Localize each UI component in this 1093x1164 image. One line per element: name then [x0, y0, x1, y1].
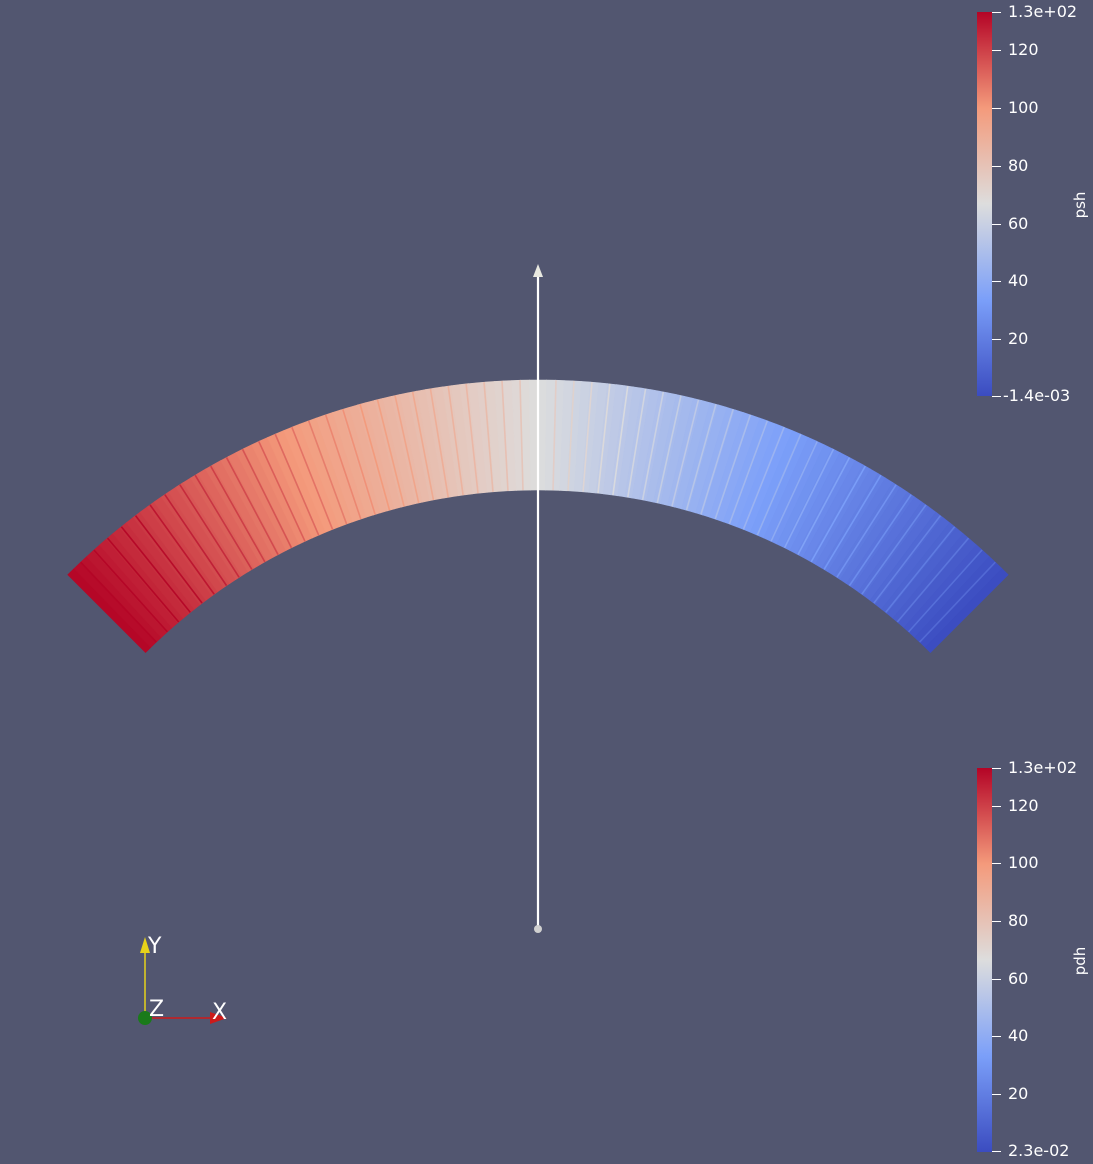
contour-line: [742, 426, 785, 530]
contour-line: [908, 549, 983, 633]
line-widget[interactable]: [533, 264, 543, 933]
contour-line: [626, 388, 647, 498]
arc-cell: [924, 568, 1009, 653]
contour-line: [728, 420, 769, 525]
contour-line: [770, 441, 818, 542]
arc-cell: [528, 379, 539, 491]
contour-line: [394, 395, 420, 504]
x-axis-label: X: [212, 1000, 228, 1025]
contour-line: [810, 465, 866, 563]
contour-line: [823, 474, 882, 570]
contour-line: [376, 399, 405, 507]
contour-line: [567, 380, 575, 491]
z-axis-dot: [138, 1011, 152, 1025]
contour-line: [149, 504, 215, 595]
contour-line: [848, 494, 912, 587]
contour-line: [685, 404, 717, 511]
contour-line: [861, 504, 927, 595]
contour-line: [120, 526, 191, 613]
contour-line: [258, 441, 306, 542]
y-axis-label: Y: [148, 934, 162, 959]
contour-line: [612, 385, 629, 496]
contour-line: [519, 380, 524, 491]
contour-line: [552, 380, 557, 491]
contour-line: [656, 395, 682, 504]
contour-line: [582, 382, 593, 492]
contour-line: [783, 448, 835, 549]
contour-line: [597, 383, 611, 494]
contour-line: [919, 561, 996, 643]
colorbar-psh-bar: [977, 12, 992, 396]
line-widget-arrowhead[interactable]: [533, 264, 543, 277]
contour-line: [700, 409, 734, 515]
contour-line: [359, 404, 391, 511]
contour-line: [714, 414, 752, 520]
contour-line: [274, 433, 320, 536]
y-axis-arrowhead: [140, 937, 150, 953]
contour-line: [447, 385, 464, 496]
contour-line: [291, 426, 334, 530]
contour-line: [465, 383, 479, 494]
contour-line: [756, 433, 802, 536]
contour-line: [896, 537, 970, 623]
contour-line: [429, 388, 450, 498]
contour-line: [80, 561, 157, 643]
contour-line: [483, 382, 494, 492]
contour-line: [134, 515, 203, 604]
contour-line: [194, 474, 253, 570]
contour-line: [307, 420, 348, 525]
x-axis-arrowhead: [210, 1012, 227, 1024]
contour-line: [241, 448, 293, 549]
contour-line: [797, 457, 851, 556]
contour-line: [210, 465, 266, 563]
contour-line: [324, 414, 362, 520]
contour-line: [836, 484, 897, 578]
contour-line: [225, 457, 279, 556]
contour-line: [106, 537, 180, 623]
contour-line: [873, 515, 942, 604]
contour-line: [885, 526, 956, 613]
line-widget-end-handle[interactable]: [534, 925, 542, 933]
contour-line: [164, 494, 228, 587]
contour-line: [641, 391, 665, 501]
colorbar-pdh-bar: [977, 768, 992, 1152]
contour-line: [501, 380, 509, 491]
contour-line: [93, 549, 168, 633]
orientation-axes: [138, 937, 227, 1025]
contour-line: [179, 484, 240, 578]
contour-line: [411, 391, 435, 501]
contour-line: [671, 399, 700, 507]
z-axis-label: Z: [149, 997, 165, 1022]
contour-line: [342, 409, 376, 515]
